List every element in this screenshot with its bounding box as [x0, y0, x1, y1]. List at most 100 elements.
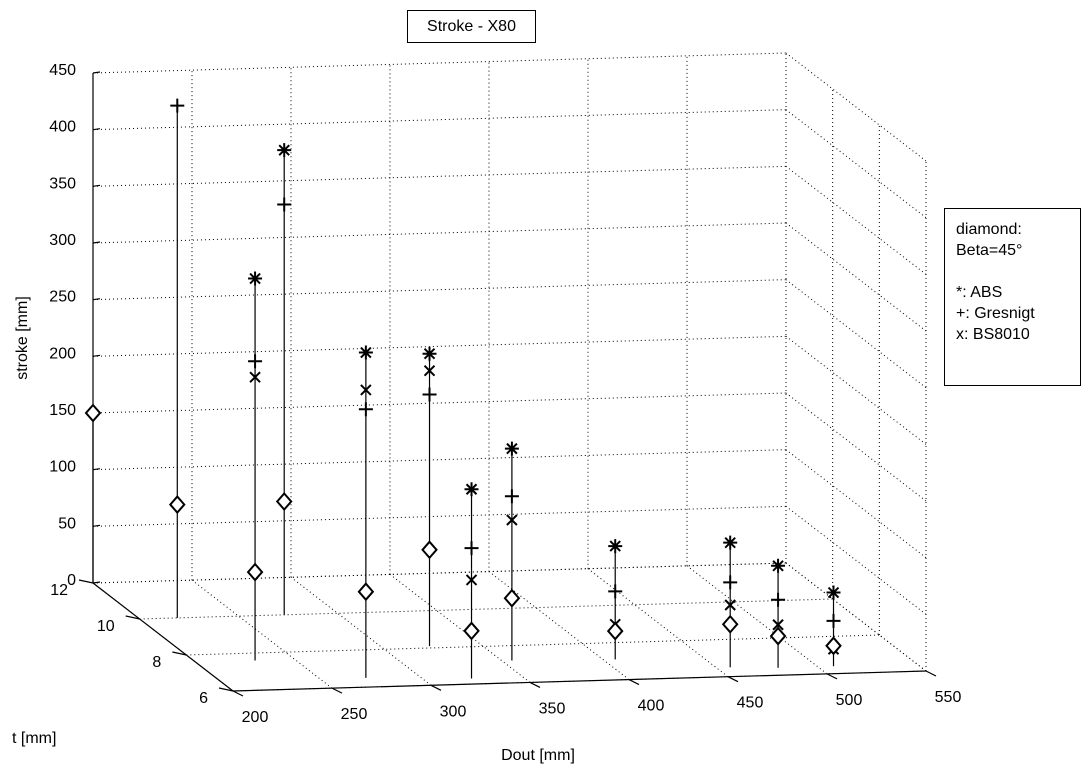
right-wall-grid-line-horizontal — [785, 165, 927, 275]
back-wall-grid-line-horizontal — [92, 165, 787, 187]
beta45-diamond-marker — [463, 621, 480, 641]
back-wall-grid-line-horizontal — [92, 335, 787, 357]
abs-asterisk-marker — [608, 539, 623, 554]
bs8010-x-marker — [360, 384, 372, 396]
z-tick-mark — [92, 354, 101, 357]
x-tick-label: 300 — [440, 703, 467, 720]
floor-grid-line-x — [389, 574, 531, 683]
y-tick-label: 12 — [50, 582, 68, 599]
floor-grid-line-x — [587, 568, 729, 678]
beta45-diamond-marker — [84, 403, 102, 423]
abs-asterisk-marker — [771, 558, 786, 573]
bs8010-x-marker — [465, 574, 478, 586]
legend-line-diamond: diamond: — [956, 221, 1022, 238]
abs-asterisk-marker — [504, 441, 519, 456]
z-tick-label: 250 — [49, 289, 76, 306]
x-axis-line — [232, 670, 927, 692]
beta45-diamond-marker — [503, 588, 521, 608]
z-tick-label: 150 — [49, 402, 76, 419]
x-tick-label: 350 — [539, 700, 566, 717]
back-wall-grid-line-horizontal — [92, 222, 787, 244]
data-markers — [84, 98, 842, 656]
z-tick-mark — [92, 524, 101, 527]
beta45-diamond-marker — [421, 540, 438, 560]
beta45-diamond-marker — [246, 562, 264, 582]
z-tick-label: 100 — [49, 459, 76, 476]
right-wall-grid-line-horizontal — [785, 109, 927, 219]
z-tick-mark — [92, 581, 101, 584]
x-tick-mark — [826, 673, 838, 680]
y-axis-label: t [mm] — [12, 730, 56, 747]
bs8010-x-marker — [772, 619, 784, 631]
z-tick-mark — [92, 71, 101, 74]
beta45-diamond-marker — [606, 621, 624, 641]
abs-asterisk-marker — [826, 585, 841, 600]
z-tick-mark — [92, 298, 101, 301]
back-wall-grid-line-horizontal — [92, 449, 787, 471]
z-tick-label: 350 — [49, 175, 76, 192]
x-tick-mark — [925, 670, 937, 677]
bs8010-x-marker — [506, 514, 518, 526]
x-tick-label: 400 — [638, 698, 665, 715]
abs-asterisk-marker — [277, 143, 292, 158]
beta45-diamond-marker — [357, 582, 375, 602]
gresnigt-plus-marker — [771, 592, 786, 607]
legend-line-abs: *: ABS — [956, 284, 1003, 301]
gresnigt-plus-marker — [248, 354, 263, 369]
y-tick-label: 10 — [97, 618, 115, 635]
legend-line-beta: Beta=45° — [956, 242, 1023, 259]
gresnigt-plus-marker — [464, 541, 479, 556]
x-tick-label: 550 — [935, 689, 962, 706]
x-tick-mark — [430, 684, 442, 691]
back-wall-grid-line-horizontal — [92, 52, 787, 74]
z-tick-label: 400 — [49, 119, 76, 136]
gresnigt-plus-marker — [504, 489, 519, 504]
beta45-diamond-marker — [769, 626, 787, 646]
right-wall-grid-line-horizontal — [785, 335, 927, 445]
gresnigt-plus-marker — [358, 402, 373, 417]
bs8010-x-marker — [724, 599, 736, 611]
legend-line-gresnigt: +: Gresnigt — [956, 305, 1035, 322]
z-tick-label: 50 — [58, 515, 76, 532]
floor-grid-line-x — [686, 565, 828, 675]
y-tick-mark — [218, 687, 234, 692]
bs8010-x-marker — [249, 371, 261, 383]
abs-asterisk-marker — [358, 345, 373, 360]
back-wall-grid-line-horizontal — [92, 505, 787, 527]
z-tick-label: 0 — [67, 572, 76, 589]
z-tick-label: 450 — [49, 62, 76, 79]
floor-grid-line-y — [139, 598, 833, 620]
abs-asterisk-marker — [422, 346, 437, 361]
right-wall-grid-line-horizontal — [785, 505, 927, 615]
y-tick-mark — [125, 615, 140, 620]
beta45-diamond-marker — [721, 614, 739, 634]
x-tick-mark — [331, 687, 343, 694]
abs-asterisk-marker — [248, 271, 263, 286]
legend: diamond: Beta=45° *: ABS +: Gresnigt x: … — [944, 208, 1081, 386]
gresnigt-plus-marker — [422, 387, 437, 402]
right-wall-grid-line-horizontal — [785, 222, 927, 332]
y-tick-label: 8 — [152, 654, 161, 671]
floor-grid-line-x — [290, 576, 432, 686]
gresnigt-plus-marker — [170, 98, 185, 113]
x-tick-label: 200 — [242, 709, 269, 726]
floor-grid-line-x — [191, 579, 333, 689]
legend-line-bs8010: x: BS8010 — [956, 326, 1030, 343]
z-tick-mark — [92, 184, 101, 187]
chart-title: Stroke - X80 — [407, 10, 536, 43]
back-wall-grid-line-horizontal — [92, 392, 787, 414]
abs-asterisk-marker — [464, 482, 479, 497]
z-axis-label: stroke [mm] — [14, 296, 31, 380]
back-wall-grid-line-horizontal — [92, 109, 787, 131]
gresnigt-plus-marker — [723, 575, 738, 590]
z-tick-label: 200 — [49, 345, 76, 362]
x-tick-label: 450 — [737, 695, 764, 712]
bs8010-x-marker — [423, 365, 436, 377]
x-tick-mark — [529, 681, 541, 688]
z-tick-mark — [92, 468, 101, 471]
beta45-diamond-marker — [275, 491, 293, 512]
z-tick-mark — [92, 241, 101, 244]
x-tick-label: 500 — [836, 692, 863, 709]
right-wall-grid-line-horizontal — [785, 392, 927, 502]
